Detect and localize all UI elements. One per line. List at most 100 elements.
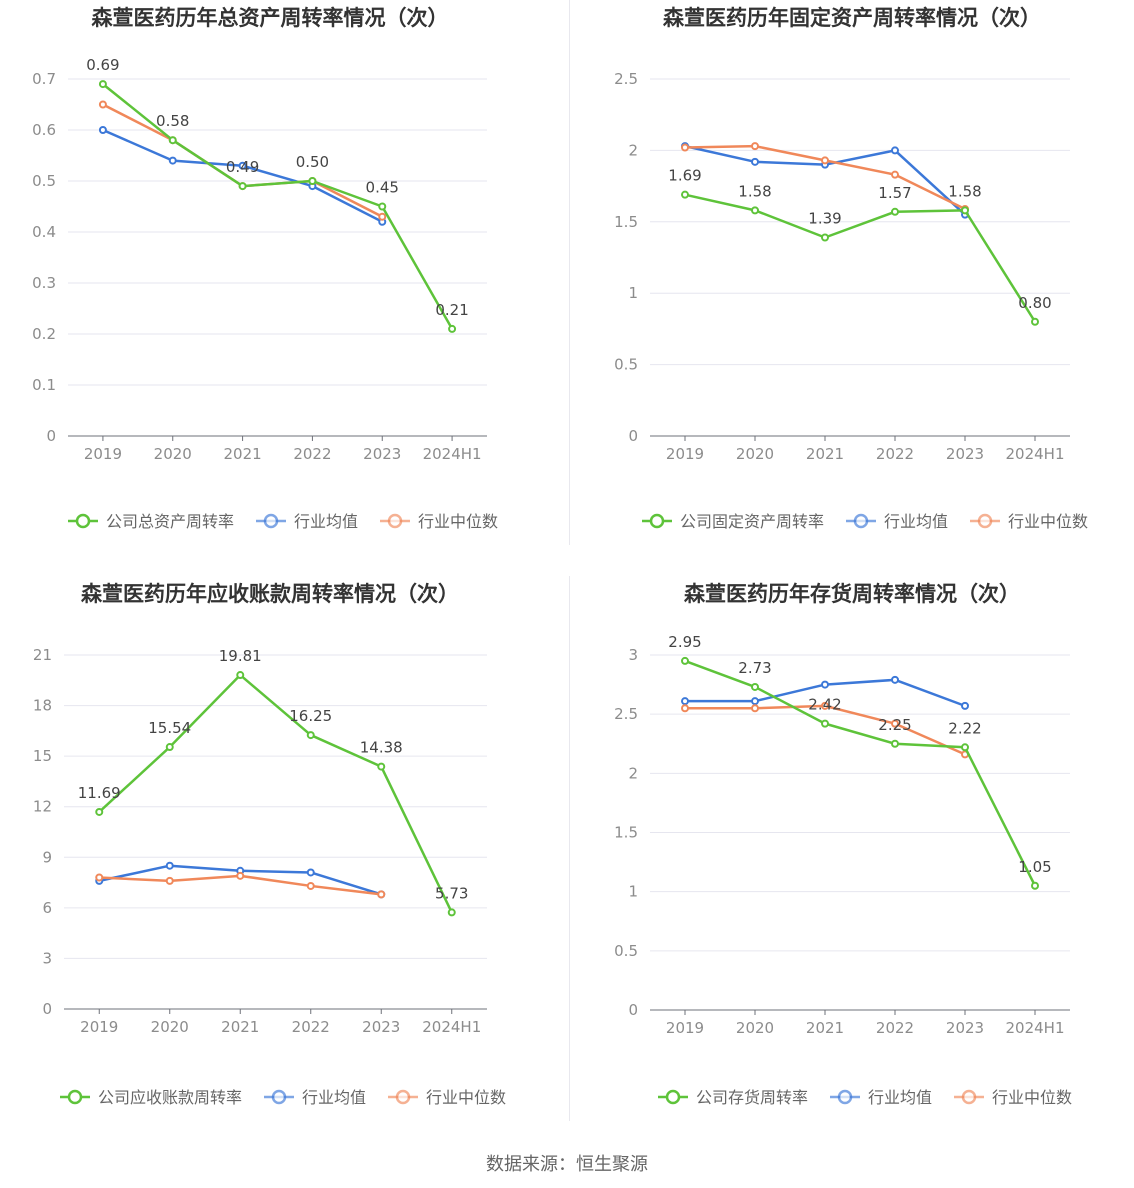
- data-point-median[interactable]: [751, 704, 759, 713]
- data-point-average[interactable]: [98, 126, 107, 134]
- legend-label: 行业均值: [294, 512, 358, 531]
- data-point-company[interactable]: [165, 743, 174, 752]
- x-tick-label: 2023: [946, 445, 984, 463]
- y-tick-label: 0.4: [32, 223, 56, 241]
- data-point-average[interactable]: [751, 697, 759, 706]
- data-point-median[interactable]: [821, 156, 829, 165]
- data-point-company[interactable]: [961, 206, 969, 215]
- y-tick-label: 1.5: [614, 824, 638, 842]
- data-point-average[interactable]: [891, 146, 899, 155]
- series-line-company: [102, 83, 454, 330]
- x-tick-label: 2020: [151, 1018, 189, 1036]
- data-point-median[interactable]: [377, 890, 386, 899]
- data-point-company[interactable]: [98, 80, 107, 89]
- data-point-average[interactable]: [306, 868, 315, 877]
- data-point-median[interactable]: [891, 170, 899, 179]
- legend-marker-icon: [271, 1089, 287, 1105]
- data-point-company[interactable]: [306, 731, 315, 740]
- data-point-company[interactable]: [821, 233, 829, 242]
- legend-item-median[interactable]: 行业中位数: [970, 512, 1088, 531]
- legend-item-average[interactable]: 行业均值: [830, 1088, 932, 1107]
- data-point-company[interactable]: [751, 682, 759, 691]
- data-point-median[interactable]: [236, 871, 245, 880]
- data-point-median[interactable]: [165, 876, 174, 885]
- data-label: 2.42: [808, 696, 841, 714]
- series-line-company: [684, 659, 1037, 887]
- chart-panel-total-asset-turnover: 森萱医药历年总资产周转率情况（次） 0 0.1 0.2 0.3 0.4 0.5 0.6 0.7 2…: [0, 0, 560, 560]
- series-line-company: [98, 673, 453, 913]
- y-tick-label: 1: [628, 284, 638, 302]
- x-tick-label: 2021: [806, 445, 844, 463]
- data-point-average[interactable]: [165, 861, 174, 870]
- data-point-company[interactable]: [378, 202, 387, 211]
- data-point-average[interactable]: [961, 701, 969, 710]
- data-point-company[interactable]: [308, 177, 317, 185]
- legend-item-median[interactable]: 行业中位数: [380, 512, 498, 531]
- x-tick-label: 2020: [736, 1019, 774, 1037]
- data-label: 0.50: [296, 153, 329, 171]
- data-point-company[interactable]: [1031, 881, 1039, 890]
- data-point-company[interactable]: [238, 182, 247, 191]
- data-label: 1.39: [808, 210, 841, 228]
- y-tick-label: 0: [628, 427, 638, 445]
- legend-item-company[interactable]: 公司应收账款周转率: [60, 1088, 242, 1107]
- data-point-median[interactable]: [681, 143, 689, 152]
- y-tick-label: 6: [42, 899, 52, 917]
- data-point-median[interactable]: [891, 719, 899, 728]
- legend-item-company[interactable]: 公司固定资产周转率: [642, 512, 824, 531]
- data-point-company[interactable]: [891, 739, 899, 748]
- legend-label: 行业均值: [884, 512, 948, 531]
- data-point-company[interactable]: [961, 743, 969, 752]
- legend-item-company[interactable]: 公司存货周转率: [658, 1088, 808, 1107]
- x-tick-label: 2023: [946, 1019, 984, 1037]
- data-point-median[interactable]: [306, 881, 315, 890]
- data-point-median[interactable]: [751, 142, 759, 151]
- data-label: 2.95: [668, 633, 701, 651]
- data-point-median[interactable]: [378, 212, 387, 221]
- legend-item-average[interactable]: 行业均值: [264, 1088, 366, 1107]
- data-point-company[interactable]: [681, 190, 689, 199]
- data-point-company[interactable]: [447, 908, 456, 917]
- legend-marker-icon: [837, 1089, 853, 1105]
- data-point-median[interactable]: [95, 873, 104, 882]
- y-tick-label: 0.5: [614, 356, 638, 374]
- data-point-company[interactable]: [377, 762, 386, 771]
- data-label: 14.38: [360, 739, 403, 757]
- legend-item-average[interactable]: 行业均值: [846, 512, 948, 531]
- data-source-note: 数据来源：恒生聚源: [486, 1154, 648, 1175]
- data-point-average[interactable]: [891, 675, 899, 684]
- x-tick-label: 2023: [363, 445, 401, 463]
- y-tick-label: 3: [628, 646, 638, 664]
- data-point-company[interactable]: [1031, 317, 1039, 326]
- x-tick-label: 2020: [736, 445, 774, 463]
- data-point-company[interactable]: [751, 206, 759, 215]
- data-point-median[interactable]: [821, 701, 829, 710]
- series-line-company: [684, 193, 1037, 323]
- data-point-company[interactable]: [236, 671, 245, 680]
- data-point-company[interactable]: [821, 719, 829, 728]
- y-tick-label: 0.5: [32, 172, 56, 190]
- legend-marker-icon: [263, 513, 279, 529]
- data-point-average[interactable]: [751, 157, 759, 166]
- data-point-average[interactable]: [821, 680, 829, 689]
- data-point-average[interactable]: [238, 161, 247, 170]
- data-point-company[interactable]: [681, 656, 689, 665]
- legend-marker-icon: [977, 513, 993, 529]
- data-point-average[interactable]: [681, 697, 689, 706]
- x-tick-label: 2024H1: [422, 1018, 481, 1036]
- data-point-median[interactable]: [681, 704, 689, 713]
- legend-label: 行业中位数: [1008, 512, 1088, 531]
- data-point-company[interactable]: [448, 324, 457, 333]
- chart-title: 森萱医药历年总资产周转率情况（次）: [92, 6, 449, 30]
- data-point-average[interactable]: [168, 156, 177, 165]
- y-tick-label: 15: [33, 747, 52, 765]
- data-point-median[interactable]: [98, 100, 107, 109]
- data-point-company[interactable]: [95, 807, 104, 816]
- legend-marker-icon: [961, 1089, 977, 1105]
- legend-item-company[interactable]: 公司总资产周转率: [68, 512, 234, 531]
- data-point-company[interactable]: [168, 136, 177, 145]
- legend-item-average[interactable]: 行业均值: [256, 512, 358, 531]
- data-point-company[interactable]: [891, 207, 899, 216]
- legend-item-median[interactable]: 行业中位数: [388, 1088, 506, 1107]
- legend-item-median[interactable]: 行业中位数: [954, 1088, 1072, 1107]
